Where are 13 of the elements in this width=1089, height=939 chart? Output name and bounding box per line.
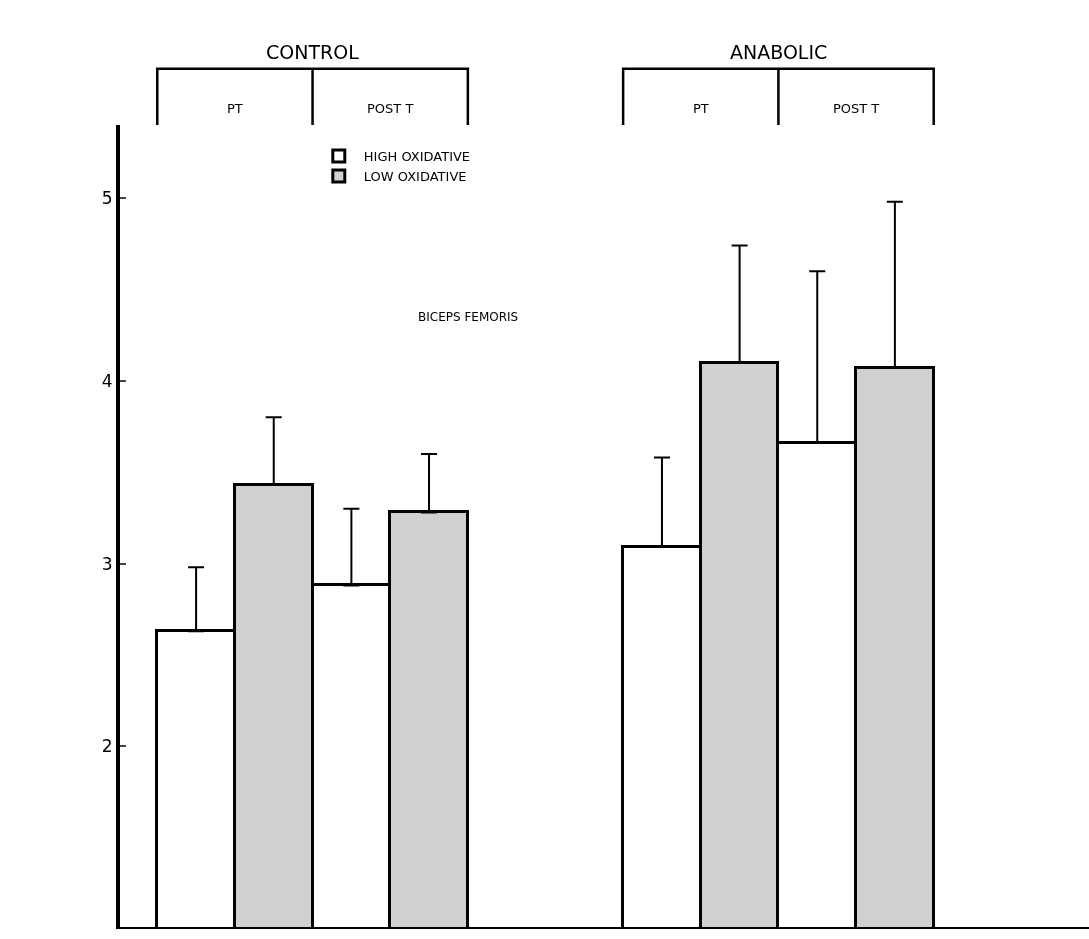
legend-label: LOW OXIDATIVE: [363, 169, 467, 184]
text: BICEPS FEMORIS: [418, 310, 519, 324]
text: CONTROL: [266, 41, 360, 63]
y-tick-label: 4: [101, 370, 113, 391]
legend-label: HIGH OXIDATIVE: [363, 149, 471, 165]
x-tick-label: POST T: [832, 101, 880, 117]
text: ANABOLIC: [730, 41, 828, 63]
y-tick-label: 3: [101, 553, 113, 574]
x-tick-label: PT: [227, 101, 243, 117]
y-tick-label: 5: [101, 188, 113, 209]
x-tick-label: POST T: [367, 101, 414, 117]
x-tick-label: PT: [692, 101, 709, 117]
y-tick-label: 2: [101, 736, 113, 757]
